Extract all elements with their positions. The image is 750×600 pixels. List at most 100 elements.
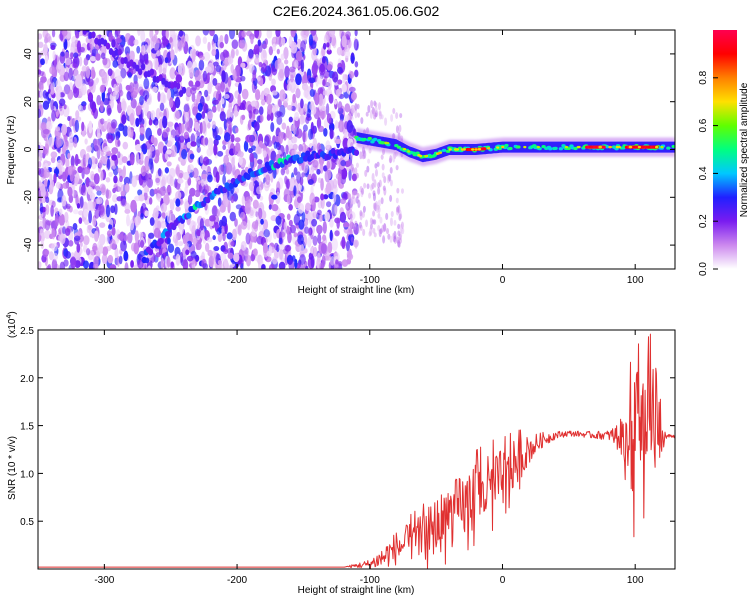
noise-blob	[300, 40, 306, 52]
noise-blob	[44, 54, 49, 65]
snr-series-line	[38, 333, 675, 569]
noise-blob	[160, 203, 168, 213]
noise-blob	[100, 118, 105, 125]
noise-blob	[109, 99, 114, 109]
noise-blob	[51, 258, 58, 269]
noise-blob	[174, 110, 182, 120]
noise-blob	[290, 74, 294, 83]
noise-blob	[223, 154, 230, 166]
colorbar-tick-label: 0.6	[698, 118, 709, 132]
noise-blob	[344, 48, 351, 59]
noise-blob	[339, 113, 345, 122]
spectrogram-y-ticks: -40 -20 0 20 40	[23, 48, 675, 252]
noise-blob	[354, 103, 358, 111]
noise-blob	[168, 199, 174, 205]
signal-core	[671, 144, 675, 149]
noise-blob	[398, 124, 402, 133]
noise-blob	[40, 58, 46, 66]
noise-blob	[286, 194, 291, 205]
noise-blob	[114, 68, 121, 82]
noise-blob	[260, 99, 266, 106]
noise-blob	[311, 218, 318, 227]
noise-blob	[225, 121, 233, 129]
signal-speck	[501, 145, 505, 149]
noise-blob	[189, 187, 196, 197]
track-blob	[123, 56, 128, 64]
noise-blob	[81, 184, 86, 194]
noise-blob	[65, 251, 71, 259]
noise-blob	[59, 233, 66, 245]
noise-blob	[240, 211, 246, 220]
noise-blob	[263, 229, 270, 238]
noise-blob	[153, 188, 158, 195]
noise-blob	[334, 204, 338, 215]
track-blob	[85, 30, 90, 33]
noise-blob	[149, 146, 155, 152]
noise-blob	[215, 64, 222, 73]
noise-blob	[190, 141, 197, 147]
noise-blob	[322, 194, 329, 200]
noise-blob	[114, 30, 121, 36]
noise-blob	[392, 154, 396, 163]
noise-blob	[83, 235, 90, 246]
noise-blob	[106, 235, 110, 245]
noise-blob	[233, 110, 239, 117]
noise-blob	[325, 140, 331, 150]
noise-blob	[365, 219, 369, 228]
noise-blob	[178, 30, 184, 37]
noise-blob	[137, 30, 141, 37]
noise-blob	[318, 125, 325, 133]
spectrogram-y-axis-label: Frequency (Hz)	[6, 116, 17, 185]
noise-blob	[159, 84, 164, 91]
noise-blob	[54, 213, 60, 227]
noise-blob	[122, 125, 129, 137]
track-blob	[330, 147, 336, 155]
noise-blob	[207, 81, 212, 95]
noise-blob	[341, 236, 346, 249]
noise-blob	[264, 38, 268, 46]
noise-blob	[337, 175, 341, 187]
noise-blob	[212, 99, 219, 105]
track-blob	[135, 64, 140, 72]
signal-speck	[417, 154, 421, 157]
noise-blob	[38, 108, 42, 119]
noise-blob	[184, 111, 190, 123]
noise-blob	[329, 218, 334, 228]
noise-blob	[303, 247, 308, 254]
noise-blob	[61, 171, 67, 182]
noise-blob	[293, 213, 301, 226]
noise-blob	[155, 57, 159, 71]
noise-blob	[218, 164, 225, 175]
noise-blob	[280, 53, 285, 61]
noise-blob	[303, 234, 308, 247]
noise-blob	[195, 35, 201, 47]
noise-blob	[164, 167, 170, 174]
noise-blob	[314, 36, 319, 42]
track-blob	[175, 82, 181, 90]
signal-speck	[454, 148, 458, 151]
noise-blob	[81, 121, 85, 132]
noise-blob	[76, 202, 81, 209]
noise-blob	[72, 209, 79, 215]
track-blob	[245, 173, 251, 181]
signal-peak	[600, 145, 606, 149]
noise-blob	[175, 74, 183, 83]
noise-blob	[55, 181, 61, 189]
noise-blob	[320, 177, 324, 191]
noise-blob	[371, 182, 375, 190]
noise-blob	[209, 30, 215, 37]
snr-y-ticks: 0.5 1.0 1.5 2.0 2.5	[20, 326, 675, 528]
noise-blob	[180, 123, 184, 137]
noise-blob	[166, 127, 170, 133]
noise-blob	[383, 223, 387, 232]
noise-blob	[395, 165, 399, 171]
noise-blob	[294, 59, 299, 69]
noise-blob	[217, 259, 223, 266]
noise-blob	[354, 167, 358, 175]
noise-blob	[143, 263, 148, 269]
noise-blob	[42, 89, 48, 99]
noise-blob	[295, 50, 303, 62]
snr-frame	[37, 329, 676, 570]
noise-blob	[122, 141, 129, 150]
noise-blob	[175, 190, 182, 201]
